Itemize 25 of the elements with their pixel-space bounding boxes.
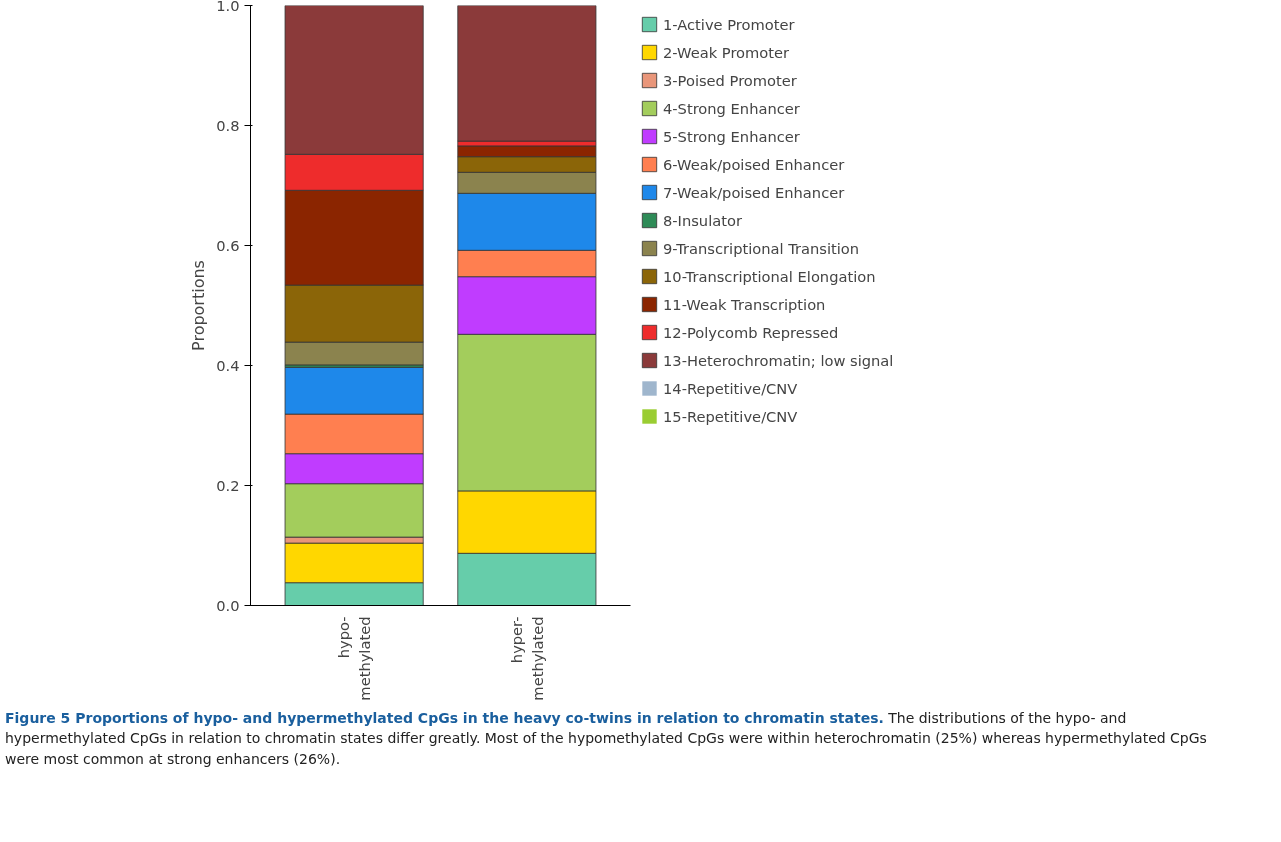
y-tick-label: 0.4 [216,356,240,374]
y-tick-label: 0.2 [216,476,240,494]
legend-label: 8-Insulator [663,211,742,229]
legend-label: 13-Heterochromatin; low signal [663,351,894,369]
legend-label: 14-Repetitive/CNV [663,379,798,397]
legend-label: 10-Transcriptional Elongation [663,267,876,285]
y-axis-title: Proportions [189,260,209,351]
x-tick-label: hyper- methylated [508,616,546,701]
y-tick-label: 0.0 [216,596,240,614]
legend-label: 3-Poised Promoter [663,71,797,89]
y-tick-label: 0.6 [216,236,240,254]
x-tick-label: hypo- methylated [335,616,373,701]
y-tick-label: 1.0 [216,0,240,14]
legend-label: 2-Weak Promoter [663,43,790,61]
legend-label: 9-Transcriptional Transition [663,239,860,257]
legend-label: 4-Strong Enhancer [663,99,800,117]
legend-label: 12-Polycomb Repressed [663,323,839,341]
legend-label: 11-Weak Transcription [663,295,826,313]
legend-label: 1-Active Promoter [663,15,795,33]
y-tick-label: 0.8 [216,116,240,134]
legend-label: 15-Repetitive/CNV [663,407,798,425]
legend-label: 5-Strong Enhancer [663,127,800,145]
text: Figure 5 Proportions of hypo- and hypermethylated CpGs in the heavy co-twins in relation to chromatin states. [5,710,884,726]
legend-label: 6-Weak/poised Enhancer [663,155,845,173]
legend-label: 7-Weak/poised Enhancer [663,183,845,201]
